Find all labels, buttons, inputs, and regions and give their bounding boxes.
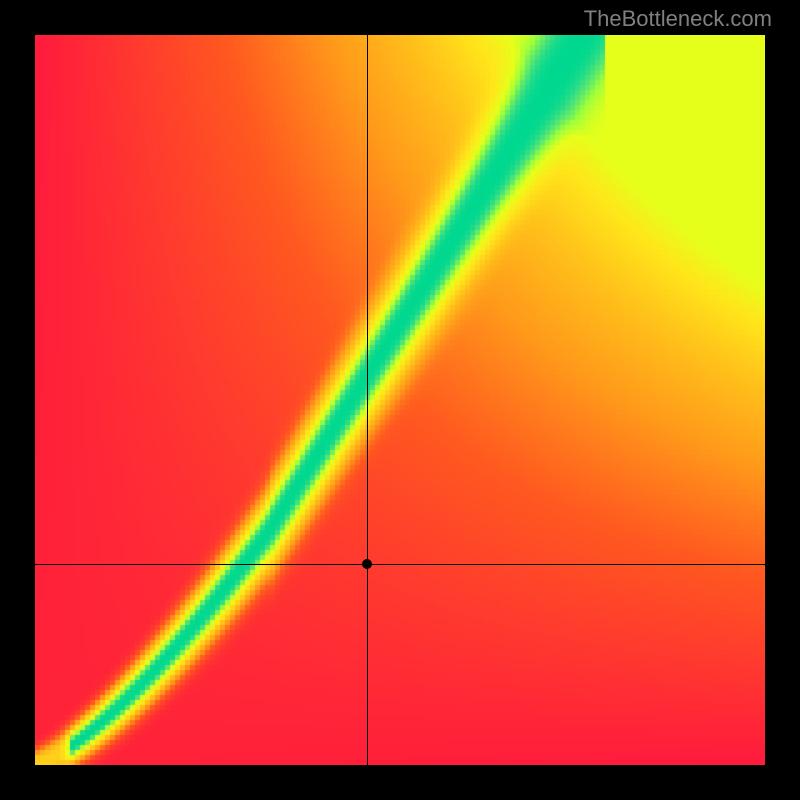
crosshair-vertical bbox=[367, 35, 368, 765]
heatmap-canvas bbox=[35, 35, 765, 765]
watermark-text: TheBottleneck.com bbox=[584, 6, 772, 32]
crosshair-horizontal bbox=[35, 564, 765, 565]
chart-container: TheBottleneck.com bbox=[0, 0, 800, 800]
heatmap-plot bbox=[35, 35, 765, 765]
crosshair-marker bbox=[362, 559, 372, 569]
